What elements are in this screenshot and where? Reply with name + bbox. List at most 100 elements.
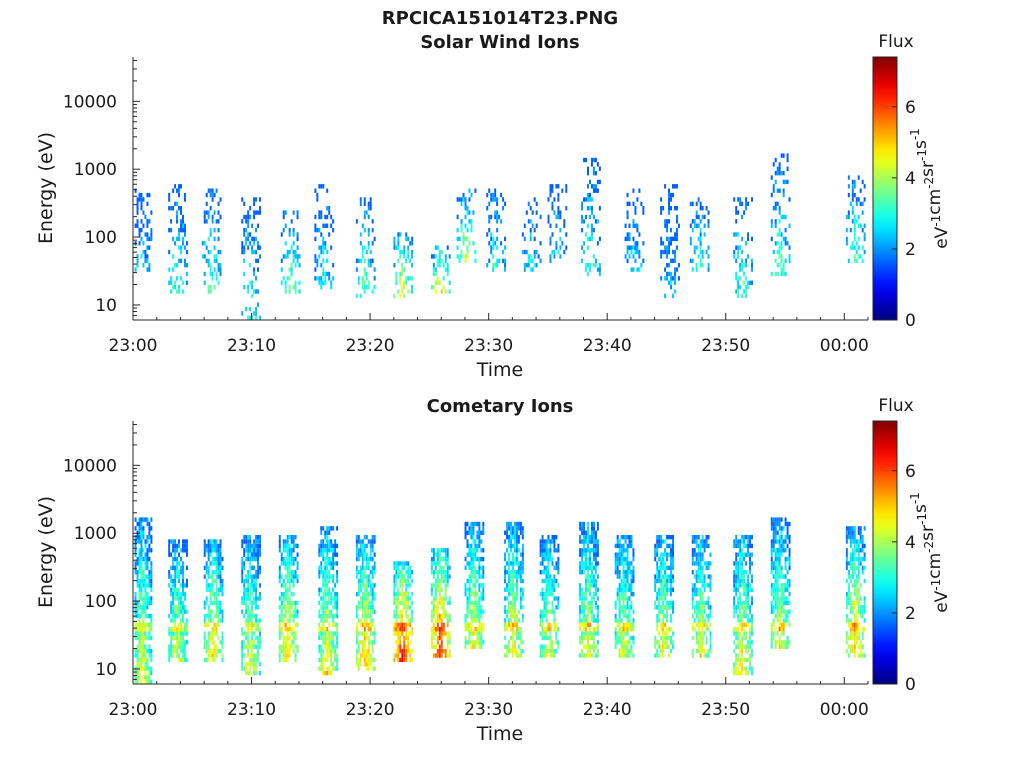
heatmap-cell xyxy=(628,635,631,641)
heatmap-cell xyxy=(559,214,562,220)
heatmap-cell xyxy=(741,657,744,663)
heatmap-cell xyxy=(509,583,512,588)
heatmap-cell xyxy=(618,596,621,601)
heatmap-cell xyxy=(583,622,586,628)
heatmap-cell xyxy=(369,627,372,632)
heatmap-cell xyxy=(592,556,595,562)
heatmap-cell xyxy=(632,548,635,553)
heatmap-cell xyxy=(395,280,398,285)
heatmap-cell xyxy=(695,267,698,272)
heatmap-cell xyxy=(847,184,850,189)
heatmap-cell xyxy=(172,206,175,211)
heatmap-cell xyxy=(401,609,404,614)
heatmap-cell xyxy=(213,192,216,198)
heatmap-cell xyxy=(521,249,524,255)
heatmap-cell xyxy=(662,587,665,592)
heatmap-cell xyxy=(438,644,441,649)
heatmap-cell xyxy=(397,648,400,654)
heatmap-cell xyxy=(207,289,210,294)
heatmap-cell xyxy=(401,249,404,255)
heatmap-cell xyxy=(363,548,366,553)
heatmap-cell xyxy=(172,548,175,553)
heatmap-cell xyxy=(741,648,744,654)
heatmap-cell xyxy=(296,552,299,557)
heatmap-cell xyxy=(255,618,258,623)
heatmap-cell xyxy=(209,227,212,233)
heatmap-cell xyxy=(320,232,323,237)
heatmap-cell xyxy=(440,644,443,649)
heatmap-cell xyxy=(695,552,698,557)
heatmap-cell xyxy=(324,640,327,645)
heatmap-cell xyxy=(774,578,777,584)
heatmap-cell xyxy=(286,570,289,575)
heatmap-cell xyxy=(148,521,151,527)
heatmap-cell xyxy=(543,556,546,562)
heatmap-cell xyxy=(466,622,469,628)
heatmap-cell xyxy=(590,184,593,189)
heatmap-cell xyxy=(253,289,256,294)
heatmap-cell xyxy=(294,570,297,575)
heatmap-cell xyxy=(405,631,408,636)
heatmap-cell xyxy=(670,206,672,211)
heatmap-cell xyxy=(241,197,244,202)
heatmap-cell xyxy=(434,591,437,597)
heatmap-cell xyxy=(589,574,591,579)
heatmap-cell xyxy=(217,605,220,610)
heatmap-cell xyxy=(622,613,625,619)
heatmap-cell xyxy=(466,206,469,211)
heatmap-cell xyxy=(699,241,702,246)
heatmap-cell xyxy=(253,565,256,571)
heatmap-cell xyxy=(253,552,256,557)
heatmap-cell xyxy=(332,263,335,268)
heatmap-cell xyxy=(203,644,206,649)
heatmap-cell xyxy=(780,241,783,246)
heatmap-cell xyxy=(658,565,661,571)
heatmap-cell xyxy=(691,227,694,233)
heatmap-cell xyxy=(774,258,777,264)
heatmap-cell xyxy=(332,622,335,628)
heatmap-cell xyxy=(221,653,224,658)
heatmap-cell xyxy=(733,543,736,549)
heatmap-cell xyxy=(735,289,738,294)
heatmap-cell xyxy=(217,587,220,592)
heatmap-cell xyxy=(502,197,505,202)
heatmap-cell xyxy=(476,635,479,641)
heatmap-cell xyxy=(286,653,289,658)
heatmap-cell xyxy=(511,644,514,649)
heatmap-cell xyxy=(776,574,779,579)
heatmap-cell xyxy=(172,627,175,632)
heatmap-cell xyxy=(630,574,633,579)
heatmap-cell xyxy=(142,223,145,228)
heatmap-cell xyxy=(401,565,404,571)
heatmap-cell xyxy=(774,600,777,606)
heatmap-cell xyxy=(547,534,550,540)
heatmap-cell xyxy=(470,548,473,553)
heatmap-cell xyxy=(257,267,260,272)
heatmap-cell xyxy=(849,227,852,233)
heatmap-cell xyxy=(207,210,210,215)
heatmap-cell xyxy=(506,583,509,588)
heatmap-cell xyxy=(632,622,635,628)
heatmap-cell xyxy=(241,539,244,544)
heatmap-cell xyxy=(776,596,779,601)
heatmap-cell xyxy=(691,552,694,557)
heatmap-cell xyxy=(780,170,783,176)
heatmap-cell xyxy=(468,596,471,601)
heatmap-cell xyxy=(701,631,704,636)
heatmap-cell xyxy=(478,521,481,527)
heatmap-cell xyxy=(468,600,471,606)
heatmap-cell xyxy=(859,254,862,259)
heatmap-cell xyxy=(675,245,678,250)
heatmap-cell xyxy=(255,197,258,202)
heatmap-cell xyxy=(751,640,754,645)
heatmap-cell xyxy=(217,219,220,224)
heatmap-cell xyxy=(140,236,143,242)
heatmap-cell xyxy=(185,609,188,614)
heatmap-cell xyxy=(464,587,467,592)
heatmap-cell xyxy=(411,613,414,619)
heatmap-cell xyxy=(142,574,145,579)
heatmap-cell xyxy=(733,648,736,654)
heatmap-cell xyxy=(182,236,184,242)
heatmap-cell xyxy=(774,548,777,553)
heatmap-cell xyxy=(371,640,374,645)
